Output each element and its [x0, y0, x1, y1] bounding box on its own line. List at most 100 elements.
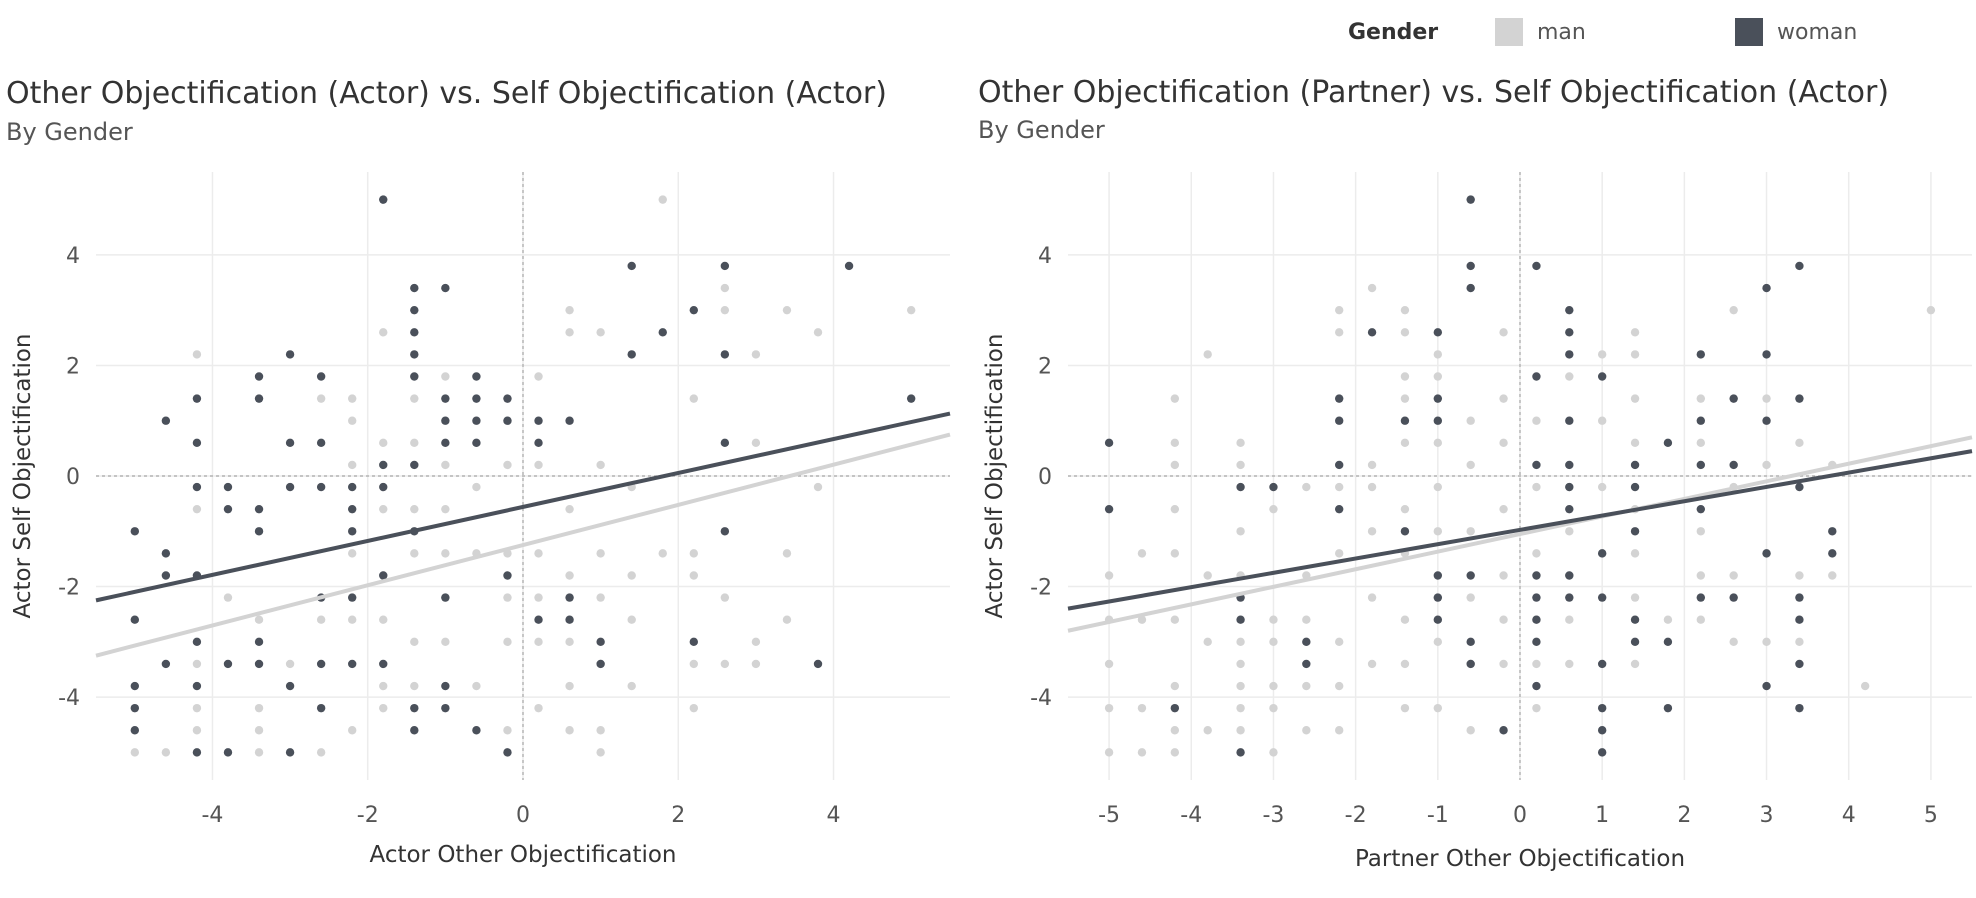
- chart-2-point-woman[interactable]: [1532, 571, 1541, 580]
- chart-1-point-man[interactable]: [782, 615, 792, 624]
- chart-2-point-woman[interactable]: [1433, 593, 1443, 602]
- chart-1-point-man[interactable]: [689, 549, 698, 558]
- chart-1-point-woman[interactable]: [441, 438, 450, 448]
- chart-1-point-woman[interactable]: [410, 305, 419, 315]
- chart-1-point-man[interactable]: [503, 637, 512, 647]
- chart-1-point-woman[interactable]: [410, 372, 419, 381]
- chart-2-point-man[interactable]: [1433, 350, 1443, 359]
- chart-2-point-man[interactable]: [1335, 726, 1344, 735]
- chart-1-point-woman[interactable]: [565, 615, 574, 624]
- chart-2-point-man[interactable]: [1630, 659, 1640, 669]
- chart-1-point-man[interactable]: [565, 328, 574, 337]
- chart-2-point-woman[interactable]: [1696, 460, 1706, 470]
- chart-2-point-man[interactable]: [1597, 416, 1607, 425]
- chart-2-point-woman[interactable]: [1597, 748, 1607, 757]
- chart-1-point-woman[interactable]: [720, 261, 730, 271]
- chart-1-point-woman[interactable]: [223, 482, 233, 492]
- chart-1-point-woman[interactable]: [379, 460, 388, 470]
- chart-2-point-man[interactable]: [1400, 394, 1410, 403]
- chart-2-point-man[interactable]: [1532, 416, 1541, 425]
- chart-1-point-man[interactable]: [316, 748, 326, 757]
- chart-2-point-man[interactable]: [1729, 305, 1738, 315]
- chart-1-point-man[interactable]: [782, 549, 792, 558]
- chart-1-point-woman[interactable]: [223, 659, 233, 669]
- chart-2-point-man[interactable]: [1762, 394, 1771, 403]
- chart-2-point-woman[interactable]: [1597, 659, 1607, 669]
- chart-2-point-man[interactable]: [1499, 328, 1508, 337]
- chart-1-point-woman[interactable]: [689, 305, 698, 315]
- chart-2-point-man[interactable]: [1302, 726, 1311, 735]
- chart-2-point-woman[interactable]: [1795, 261, 1804, 271]
- chart-1-point-woman[interactable]: [441, 593, 450, 602]
- chart-2-point-woman[interactable]: [1597, 372, 1607, 381]
- chart-1-point-man[interactable]: [565, 637, 574, 647]
- chart-2-point-man[interactable]: [1565, 527, 1574, 536]
- chart-1-point-man[interactable]: [285, 659, 295, 669]
- chart-2-point-woman[interactable]: [1696, 416, 1706, 425]
- chart-1-point-man[interactable]: [130, 748, 140, 757]
- chart-2-point-man[interactable]: [1400, 438, 1410, 448]
- chart-1-point-woman[interactable]: [689, 637, 698, 647]
- chart-1-point-man[interactable]: [658, 195, 667, 204]
- chart-2-point-woman[interactable]: [1630, 615, 1640, 624]
- chart-2-point-woman[interactable]: [1762, 681, 1771, 691]
- chart-1-point-woman[interactable]: [379, 482, 388, 492]
- chart-1-point-woman[interactable]: [534, 416, 543, 425]
- chart-1-point-woman[interactable]: [534, 615, 543, 624]
- chart-1-point-woman[interactable]: [223, 504, 233, 514]
- chart-2-point-man[interactable]: [1499, 615, 1508, 624]
- chart-2-point-woman[interactable]: [1532, 637, 1541, 647]
- chart-2-point-man[interactable]: [1663, 615, 1673, 624]
- chart-2-point-woman[interactable]: [1630, 527, 1640, 536]
- chart-2-point-man[interactable]: [1630, 328, 1640, 337]
- chart-2-point-woman[interactable]: [1236, 615, 1245, 624]
- chart-2-point-man[interactable]: [1203, 726, 1212, 735]
- chart-1-point-woman[interactable]: [192, 681, 202, 691]
- chart-2-point-man[interactable]: [1137, 703, 1147, 713]
- chart-2-point-man[interactable]: [1203, 637, 1212, 647]
- chart-1-point-woman[interactable]: [192, 438, 202, 448]
- chart-1-point-woman[interactable]: [285, 681, 295, 691]
- chart-1-point-woman[interactable]: [192, 748, 202, 757]
- chart-2-point-woman[interactable]: [1696, 593, 1706, 602]
- chart-2-point-woman[interactable]: [1433, 328, 1443, 337]
- chart-2-point-man[interactable]: [1104, 659, 1114, 669]
- chart-1-point-woman[interactable]: [906, 394, 916, 403]
- chart-1-point-man[interactable]: [348, 460, 357, 470]
- chart-1-point-man[interactable]: [565, 681, 574, 691]
- chart-2-point-man[interactable]: [1367, 460, 1377, 470]
- chart-2-point-man[interactable]: [1532, 659, 1541, 669]
- chart-1-point-man[interactable]: [720, 305, 730, 315]
- chart-2-point-man[interactable]: [1335, 305, 1344, 315]
- chart-1-point-man[interactable]: [689, 394, 698, 403]
- chart-1-point-man[interactable]: [503, 593, 512, 602]
- chart-1-point-man[interactable]: [751, 637, 761, 647]
- chart-2-point-man[interactable]: [1400, 615, 1410, 624]
- chart-2-point-man[interactable]: [1565, 659, 1574, 669]
- chart-1-point-man[interactable]: [596, 748, 605, 757]
- chart-1-point-man[interactable]: [534, 549, 543, 558]
- chart-2-point-man[interactable]: [1170, 504, 1180, 514]
- chart-1-point-man[interactable]: [379, 328, 388, 337]
- chart-2-point-woman[interactable]: [1335, 460, 1344, 470]
- chart-2-point-man[interactable]: [1104, 748, 1114, 757]
- chart-1-point-man[interactable]: [348, 615, 357, 624]
- chart-1-point-man[interactable]: [751, 438, 761, 448]
- chart-2-point-man[interactable]: [1696, 615, 1706, 624]
- chart-1-point-man[interactable]: [379, 703, 388, 713]
- chart-1-point-woman[interactable]: [379, 571, 388, 580]
- chart-2-point-woman[interactable]: [1663, 703, 1673, 713]
- chart-1-point-man[interactable]: [316, 615, 326, 624]
- chart-1-point-man[interactable]: [441, 460, 450, 470]
- chart-1-point-woman[interactable]: [316, 482, 326, 492]
- chart-2-point-man[interactable]: [1433, 482, 1443, 492]
- chart-2-point-woman[interactable]: [1302, 659, 1311, 669]
- chart-2-point-man[interactable]: [1729, 571, 1738, 580]
- chart-1-point-man[interactable]: [254, 615, 264, 624]
- chart-2-point-man[interactable]: [1630, 593, 1640, 602]
- chart-2-point-man[interactable]: [1236, 460, 1245, 470]
- chart-1-point-woman[interactable]: [348, 482, 357, 492]
- chart-2-point-man[interactable]: [1170, 681, 1180, 691]
- chart-2-point-man[interactable]: [1466, 527, 1475, 536]
- chart-2-point-woman[interactable]: [1565, 504, 1574, 514]
